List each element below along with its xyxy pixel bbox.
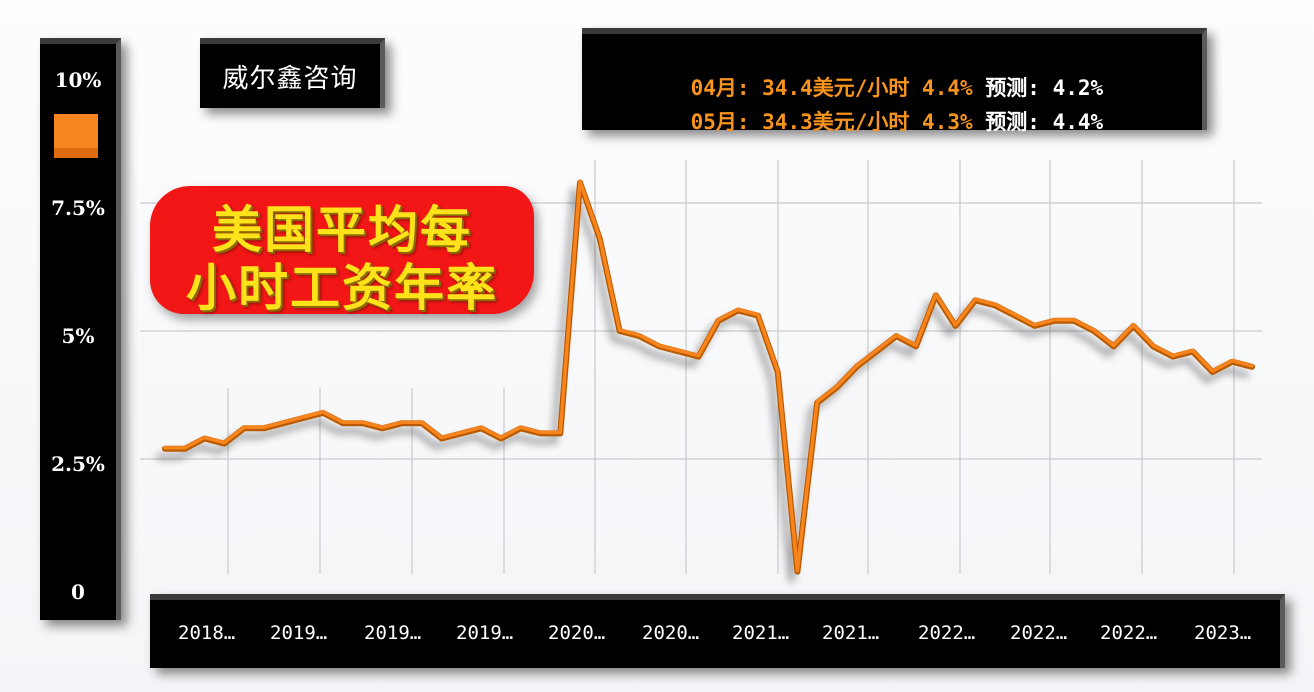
x-axis-panel: 2018… 2019… 2019… 2019… 2020… 2020… 2021… bbox=[150, 594, 1285, 668]
y-tick-0: 0 bbox=[71, 580, 85, 604]
chart-title-line-1: 美国平均每 bbox=[212, 201, 472, 259]
info-forecast-label: 预测 bbox=[985, 110, 1028, 134]
info-row-may: 05月: 34.3美元/小时 4.3% 预测: 4.4% bbox=[690, 110, 1104, 134]
info-rate: 4.4% bbox=[922, 76, 973, 100]
legend-swatch-icon bbox=[54, 114, 98, 158]
y-tick-5: 5% bbox=[61, 324, 95, 348]
info-value: 34.4美元/小时 bbox=[762, 76, 910, 100]
x-tick: 2021… bbox=[822, 622, 880, 644]
x-tick: 2019… bbox=[270, 622, 328, 644]
x-tick: 2018… bbox=[178, 622, 236, 644]
brand-text: 威尔鑫咨询 bbox=[222, 64, 358, 94]
info-row-april: 04月: 34.4美元/小时 4.4% 预测: 4.2% bbox=[690, 76, 1104, 100]
y-tick-2-5: 2.5% bbox=[51, 452, 105, 476]
y-tick-10: 10% bbox=[54, 68, 102, 92]
x-tick: 2022… bbox=[1010, 622, 1068, 644]
chart-title-line-2: 小时工资年率 bbox=[186, 259, 498, 317]
x-tick: 2021… bbox=[732, 622, 790, 644]
info-forecast-label: 预测 bbox=[985, 76, 1028, 100]
y-tick-7-5: 7.5% bbox=[51, 196, 105, 220]
x-tick: 2022… bbox=[918, 622, 976, 644]
x-tick: 2020… bbox=[642, 622, 700, 644]
info-month: 04月 bbox=[690, 76, 737, 100]
y-axis-panel: 10% 7.5% 5% 2.5% 0 bbox=[40, 38, 121, 620]
info-panel: 04月: 34.4美元/小时 4.4% 预测: 4.2% 05月: 34.3美元… bbox=[582, 28, 1207, 134]
chart-title-badge: 美国平均每 小时工资年率 bbox=[150, 186, 534, 317]
x-tick: 2019… bbox=[456, 622, 514, 644]
x-tick: 2023… bbox=[1194, 622, 1252, 644]
brand-label: 威尔鑫咨询 bbox=[200, 38, 385, 108]
x-tick: 2020… bbox=[548, 622, 606, 644]
info-forecast: 4.2% bbox=[1052, 76, 1104, 100]
x-tick: 2022… bbox=[1100, 622, 1158, 644]
info-rate: 4.3% bbox=[922, 110, 973, 134]
info-forecast: 4.4% bbox=[1052, 110, 1104, 134]
info-month: 05月 bbox=[690, 110, 737, 134]
info-value: 34.3美元/小时 bbox=[762, 110, 910, 134]
data-series bbox=[162, 179, 1255, 575]
x-tick: 2019… bbox=[364, 622, 422, 644]
